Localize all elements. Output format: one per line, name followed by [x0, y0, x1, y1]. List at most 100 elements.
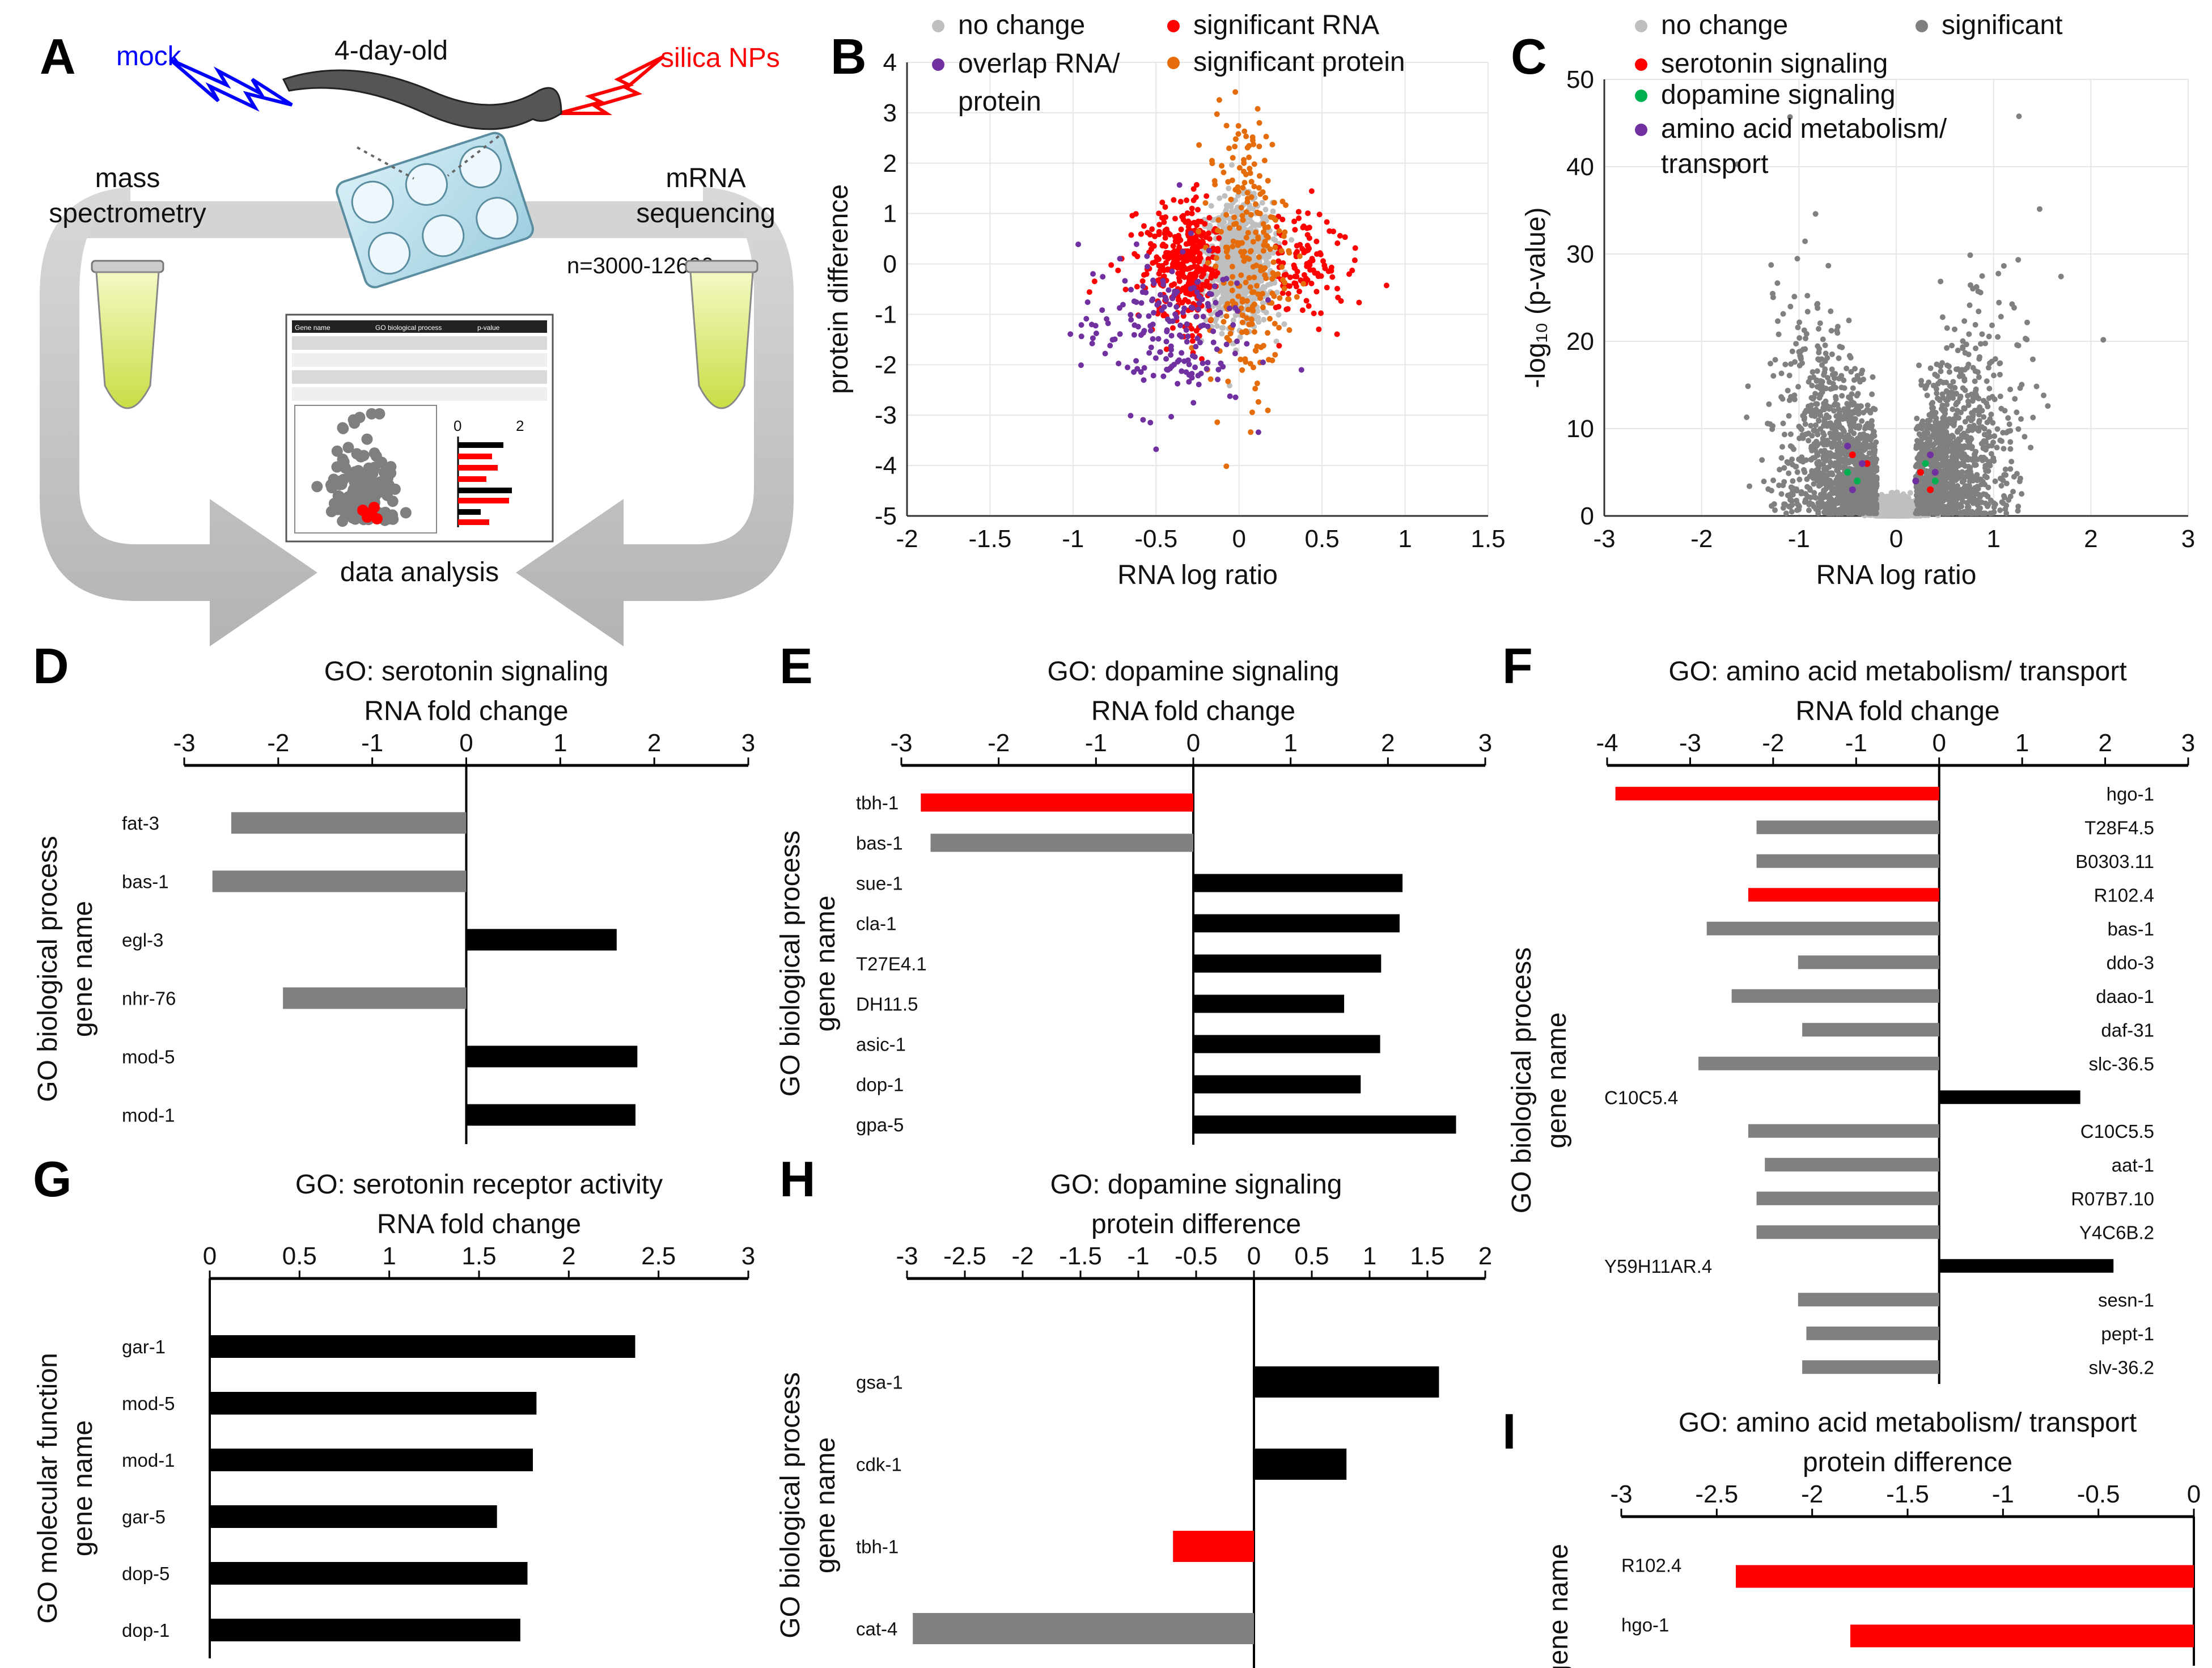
scatter-point [1172, 234, 1178, 240]
scatter-point [1164, 327, 1170, 333]
scatter-point [1232, 208, 1239, 214]
scatter-point [1131, 332, 1137, 338]
scatter-point [1227, 305, 1232, 311]
scatter-point [1338, 298, 1344, 304]
y-tick-label: -4 [875, 452, 897, 480]
x-tick-label: 1 [1398, 525, 1412, 553]
scatter-point [1214, 346, 1220, 352]
scatter-point [1204, 366, 1210, 372]
scatter-point [1129, 213, 1135, 219]
scatter-point [1995, 334, 2001, 340]
scatter-point [1272, 244, 1278, 251]
scatter-point [1859, 418, 1865, 424]
mini-point [375, 476, 387, 488]
scatter-point [1210, 328, 1217, 335]
scatter-point [1205, 300, 1211, 307]
scatter-point [1221, 319, 1227, 325]
scatter-point [1191, 263, 1197, 269]
scatter-point [1896, 511, 1902, 517]
scatter-point [1075, 241, 1082, 247]
scatter-point [1202, 266, 1208, 273]
scatter-point [1235, 184, 1241, 190]
scatter-point [1140, 283, 1146, 290]
scatter-point [1183, 327, 1189, 333]
y-tick-label: 3 [883, 99, 897, 127]
scatter-point [1192, 364, 1198, 370]
scatter-point [1884, 496, 1891, 502]
scatter-point [1254, 316, 1260, 322]
scatter-point [1279, 217, 1286, 223]
scatter-point [1235, 293, 1241, 299]
mini-point [337, 422, 349, 434]
scatter-point [1164, 316, 1171, 323]
mini-point-red [368, 502, 380, 513]
y-tick-label: 0 [1580, 502, 1594, 530]
scatter-point [1223, 341, 1230, 348]
scatter-point [1088, 321, 1095, 328]
scatter-point [1250, 206, 1256, 212]
scatter-point [1184, 321, 1190, 327]
scatter-point [1243, 171, 1249, 177]
scatter-point [1229, 177, 1235, 184]
scatter-point [1255, 105, 1261, 112]
scatter-point [1895, 506, 1901, 513]
scatter-point [1173, 256, 1180, 263]
scatter-point [1146, 313, 1152, 319]
scatter-point [1316, 326, 1322, 332]
scatter-point [1176, 244, 1183, 250]
data-analysis-label: data analysis [340, 557, 499, 587]
scatter-point [1147, 420, 1154, 426]
scatter-point [1907, 490, 1913, 496]
scatter-point [1825, 263, 1832, 269]
scatter-point [1257, 210, 1263, 217]
scatter-point [1887, 507, 1893, 514]
scatter-point [1191, 285, 1197, 291]
x-tick-label: 0.5 [1305, 525, 1340, 553]
panel-label-f: F [1502, 638, 1533, 694]
legend-label-continued: protein [958, 87, 1041, 117]
scatter-point [1214, 111, 1220, 117]
scatter-point [1287, 274, 1293, 281]
scatter-point [1228, 162, 1235, 168]
scatter-point [1250, 308, 1256, 314]
scatter-point [1265, 330, 1271, 336]
scatter-point [1148, 344, 1154, 350]
scatter-point [1276, 228, 1282, 234]
scatter-point [1189, 210, 1195, 217]
left-method-line2: spectrometry [49, 198, 206, 228]
scatter-point [1235, 189, 1241, 195]
scatter-point [1198, 356, 1205, 362]
scatter-point [1322, 265, 1328, 272]
scatter-point [1181, 305, 1188, 311]
scatter-point [1266, 253, 1272, 260]
scatter-point [1781, 465, 1787, 471]
scatter-point [1235, 122, 1241, 129]
scatter-point [1162, 235, 1168, 241]
scatter-point [1131, 298, 1137, 304]
scatter-point [1184, 210, 1190, 216]
scatter-point [1254, 380, 1260, 387]
scatter-point [1256, 143, 1262, 150]
scatter-point [1175, 297, 1181, 303]
scatter-point [1281, 286, 1287, 292]
scatter-point [1189, 205, 1195, 211]
scatter-point [1102, 350, 1108, 357]
scatter-point [1255, 399, 1261, 405]
scatter-point [1208, 291, 1214, 297]
scatter-point [1240, 217, 1246, 223]
scatter-point [1078, 362, 1084, 369]
scatter-point [1305, 210, 1311, 217]
scatter-point [1318, 310, 1324, 316]
scatter-point [1383, 282, 1389, 289]
scatter-point [1308, 281, 1315, 287]
scatter-point [1240, 185, 1246, 191]
mini-point [331, 445, 343, 457]
scatter-point [1291, 280, 1298, 286]
scatter-point [1156, 231, 1162, 238]
scatter-point [1179, 368, 1185, 374]
scatter-point [1160, 312, 1167, 319]
scatter-point [1200, 230, 1206, 236]
scatter-point [1962, 418, 1968, 425]
scatter-point [1176, 357, 1182, 363]
